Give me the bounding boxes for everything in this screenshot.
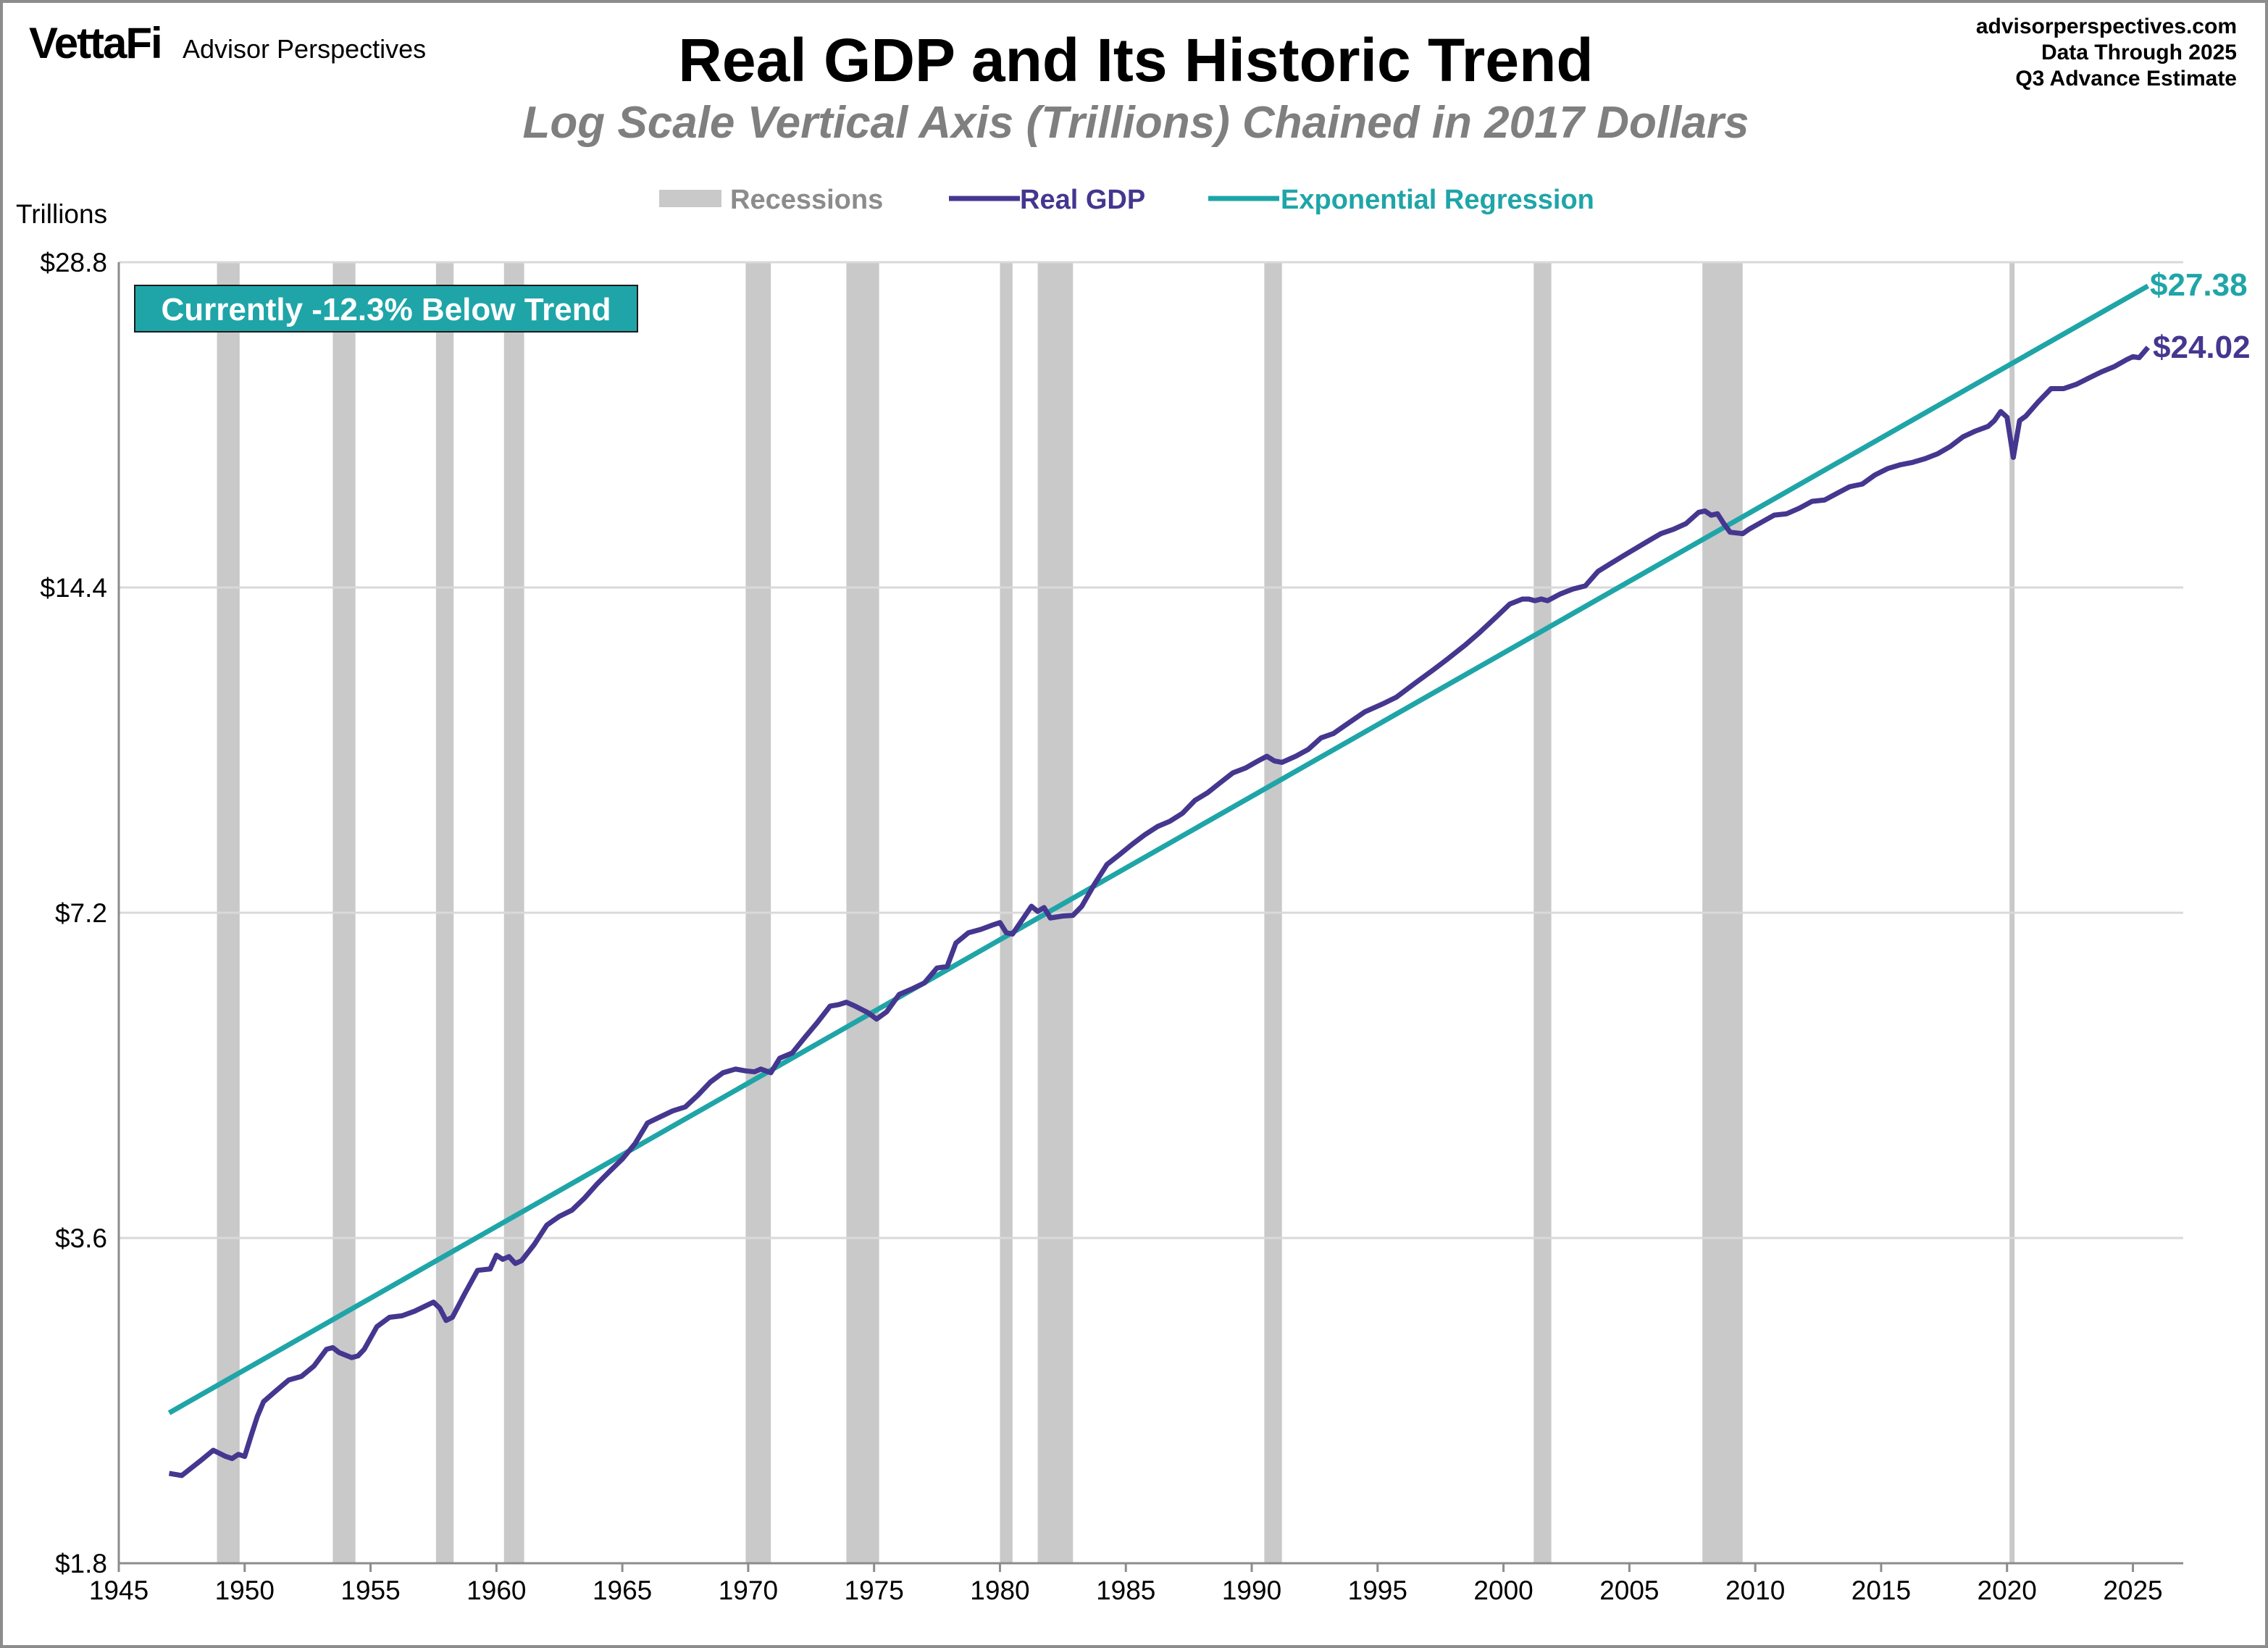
x-tick-label: 2020 xyxy=(1978,1576,2037,1605)
x-tick-label: 1945 xyxy=(89,1576,148,1605)
x-tick-label: 1990 xyxy=(1222,1576,1281,1605)
gdp-end-label: $24.02 xyxy=(2153,330,2251,365)
gridlines: $28.8 $14.4 $7.2 $3.6 $1.8 xyxy=(40,248,2183,1578)
y-tick-label: $3.6 xyxy=(55,1224,107,1253)
legend: Recessions Real GDP Exponential Regressi… xyxy=(659,185,1594,215)
y-tick-label: $1.8 xyxy=(55,1549,107,1578)
estimate-note: Q3 Advance Estimate xyxy=(2015,67,2237,91)
x-tick-label: 1970 xyxy=(719,1576,778,1605)
x-tick-label: 1985 xyxy=(1096,1576,1155,1605)
x-tick-label: 1960 xyxy=(466,1576,526,1605)
x-tick-label: 2005 xyxy=(1599,1576,1659,1605)
y-tick-label: $28.8 xyxy=(40,248,107,277)
x-tick-label: 2000 xyxy=(1473,1576,1533,1605)
data-through: Data Through 2025 xyxy=(2041,41,2237,64)
exponential-regression-line xyxy=(167,283,2150,1415)
series-lines xyxy=(167,283,2150,1478)
annotation-text: Currently -12.3% Below Trend xyxy=(161,292,611,327)
real-gdp-line xyxy=(168,346,2150,1478)
x-tick-label: 1975 xyxy=(845,1576,904,1605)
y-tick-label: $7.2 xyxy=(55,898,107,928)
y-tick-label: $14.4 xyxy=(40,573,107,603)
source-url: advisorperspectives.com xyxy=(1976,14,2237,38)
axes: 1945 1950 1955 1960 1965 1970 1975 1980 1985 1990… xyxy=(89,262,2183,1605)
x-tick-label: 1965 xyxy=(593,1576,652,1605)
vettafi-logo: VettaFi xyxy=(29,19,162,67)
x-tick-label: 2010 xyxy=(1725,1576,1785,1605)
legend-exponential-regression: Exponential Regression xyxy=(1281,185,1594,215)
x-tick-label: 2015 xyxy=(1851,1576,1911,1605)
x-tick-label: 1950 xyxy=(215,1576,275,1605)
y-axis-label: Trillions xyxy=(16,199,107,229)
legend-recessions: Recessions xyxy=(730,185,883,215)
chart-title: Real GDP and Its Historic Trend xyxy=(678,26,1593,94)
legend-recession-swatch xyxy=(659,190,721,207)
x-tick-label: 1980 xyxy=(970,1576,1029,1605)
x-tick-label: 1995 xyxy=(1348,1576,1407,1605)
brand-name: Advisor Perspectives xyxy=(183,34,426,64)
annotation-box: Currently -12.3% Below Trend xyxy=(134,285,638,332)
trend-end-label: $27.38 xyxy=(2150,267,2248,303)
x-tick-label: 2025 xyxy=(2103,1576,2162,1605)
logo: VettaFi Advisor Perspectives xyxy=(29,19,426,67)
chart-subtitle: Log Scale Vertical Axis (Trillions) Chai… xyxy=(523,98,1749,148)
x-tick-label: 1955 xyxy=(340,1576,400,1605)
legend-real-gdp: Real GDP xyxy=(1020,185,1145,215)
